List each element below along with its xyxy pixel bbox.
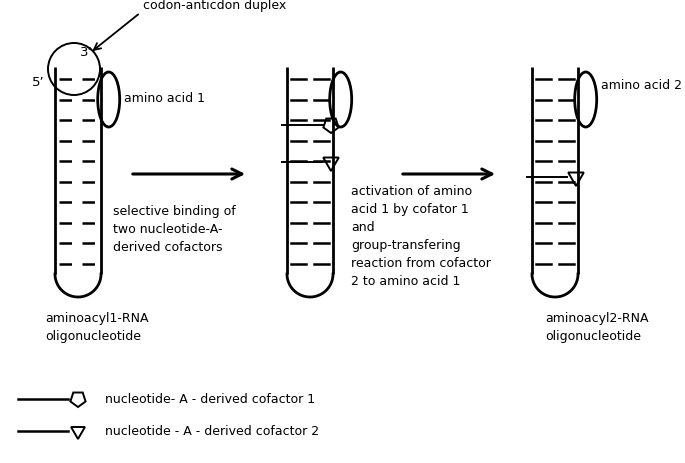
Text: 5’: 5’ [32,75,45,88]
Text: 3’: 3’ [80,45,92,58]
Text: aminoacyl2-RNA
oligonucleotide: aminoacyl2-RNA oligonucleotide [545,311,649,342]
Text: nucleotide- A - derived cofactor 1: nucleotide- A - derived cofactor 1 [105,393,315,406]
Text: aminoacyl1-RNA
oligonucleotide: aminoacyl1-RNA oligonucleotide [45,311,149,342]
Text: nucleotide - A - derived cofactor 2: nucleotide - A - derived cofactor 2 [105,425,319,438]
Text: amino acid 2: amino acid 2 [601,79,682,92]
Text: activation of amino
acid 1 by cofator 1
and
group-transfering
reaction from cofa: activation of amino acid 1 by cofator 1 … [351,185,491,288]
Text: codon-anticdon duplex: codon-anticdon duplex [143,0,286,12]
Text: selective binding of
two nucleotide-A-
derived cofactors: selective binding of two nucleotide-A- d… [113,205,236,253]
Text: amino acid 1: amino acid 1 [124,92,205,105]
